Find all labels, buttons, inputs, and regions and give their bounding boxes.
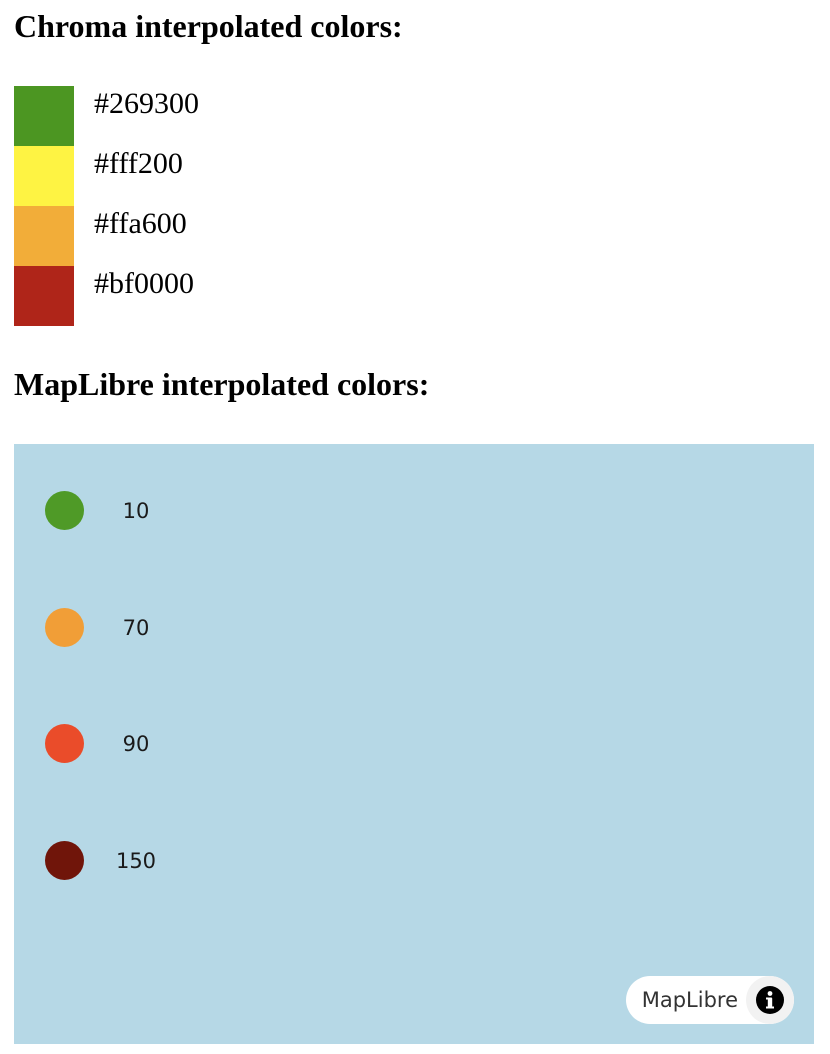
swatch-hex-label: #fff200 bbox=[94, 147, 183, 180]
info-icon bbox=[756, 986, 784, 1014]
color-swatch bbox=[14, 206, 74, 266]
swatch-hex-label: #269300 bbox=[94, 87, 199, 120]
swatch-hex-label: #bf0000 bbox=[94, 267, 194, 300]
color-swatch bbox=[14, 266, 74, 326]
map-point[interactable]: 10 bbox=[14, 491, 214, 531]
swatch-row: #ffa600 bbox=[14, 206, 414, 266]
map-canvas[interactable]: 10 70 90 150 MapLibre bbox=[14, 444, 814, 1044]
map-point-circle[interactable] bbox=[45, 608, 84, 647]
map-point-circle[interactable] bbox=[45, 841, 84, 880]
swatch-row: #fff200 bbox=[14, 146, 414, 206]
color-swatch bbox=[14, 146, 74, 206]
map-point-label: 150 bbox=[115, 849, 157, 873]
map-attribution: MapLibre bbox=[625, 976, 794, 1024]
map-point-label: 10 bbox=[122, 499, 150, 523]
color-swatch bbox=[14, 86, 74, 146]
map-point[interactable]: 70 bbox=[14, 608, 214, 648]
attribution-text[interactable]: MapLibre bbox=[641, 988, 738, 1012]
map-point[interactable]: 150 bbox=[14, 841, 214, 881]
chroma-swatch-list: #269300 #fff200 #ffa600 #bf0000 bbox=[14, 86, 414, 326]
maplibre-heading: MapLibre interpolated colors: bbox=[14, 366, 430, 402]
map-point-circle[interactable] bbox=[45, 491, 84, 530]
map-point[interactable]: 90 bbox=[14, 724, 214, 764]
swatch-hex-label: #ffa600 bbox=[94, 207, 187, 240]
chroma-heading: Chroma interpolated colors: bbox=[14, 8, 403, 44]
attribution-toggle-button[interactable] bbox=[746, 976, 794, 1024]
map-point-label: 90 bbox=[122, 732, 150, 756]
map-point-label: 70 bbox=[122, 616, 150, 640]
swatch-row: #bf0000 bbox=[14, 266, 414, 326]
map-point-circle[interactable] bbox=[45, 724, 84, 763]
swatch-row: #269300 bbox=[14, 86, 414, 146]
